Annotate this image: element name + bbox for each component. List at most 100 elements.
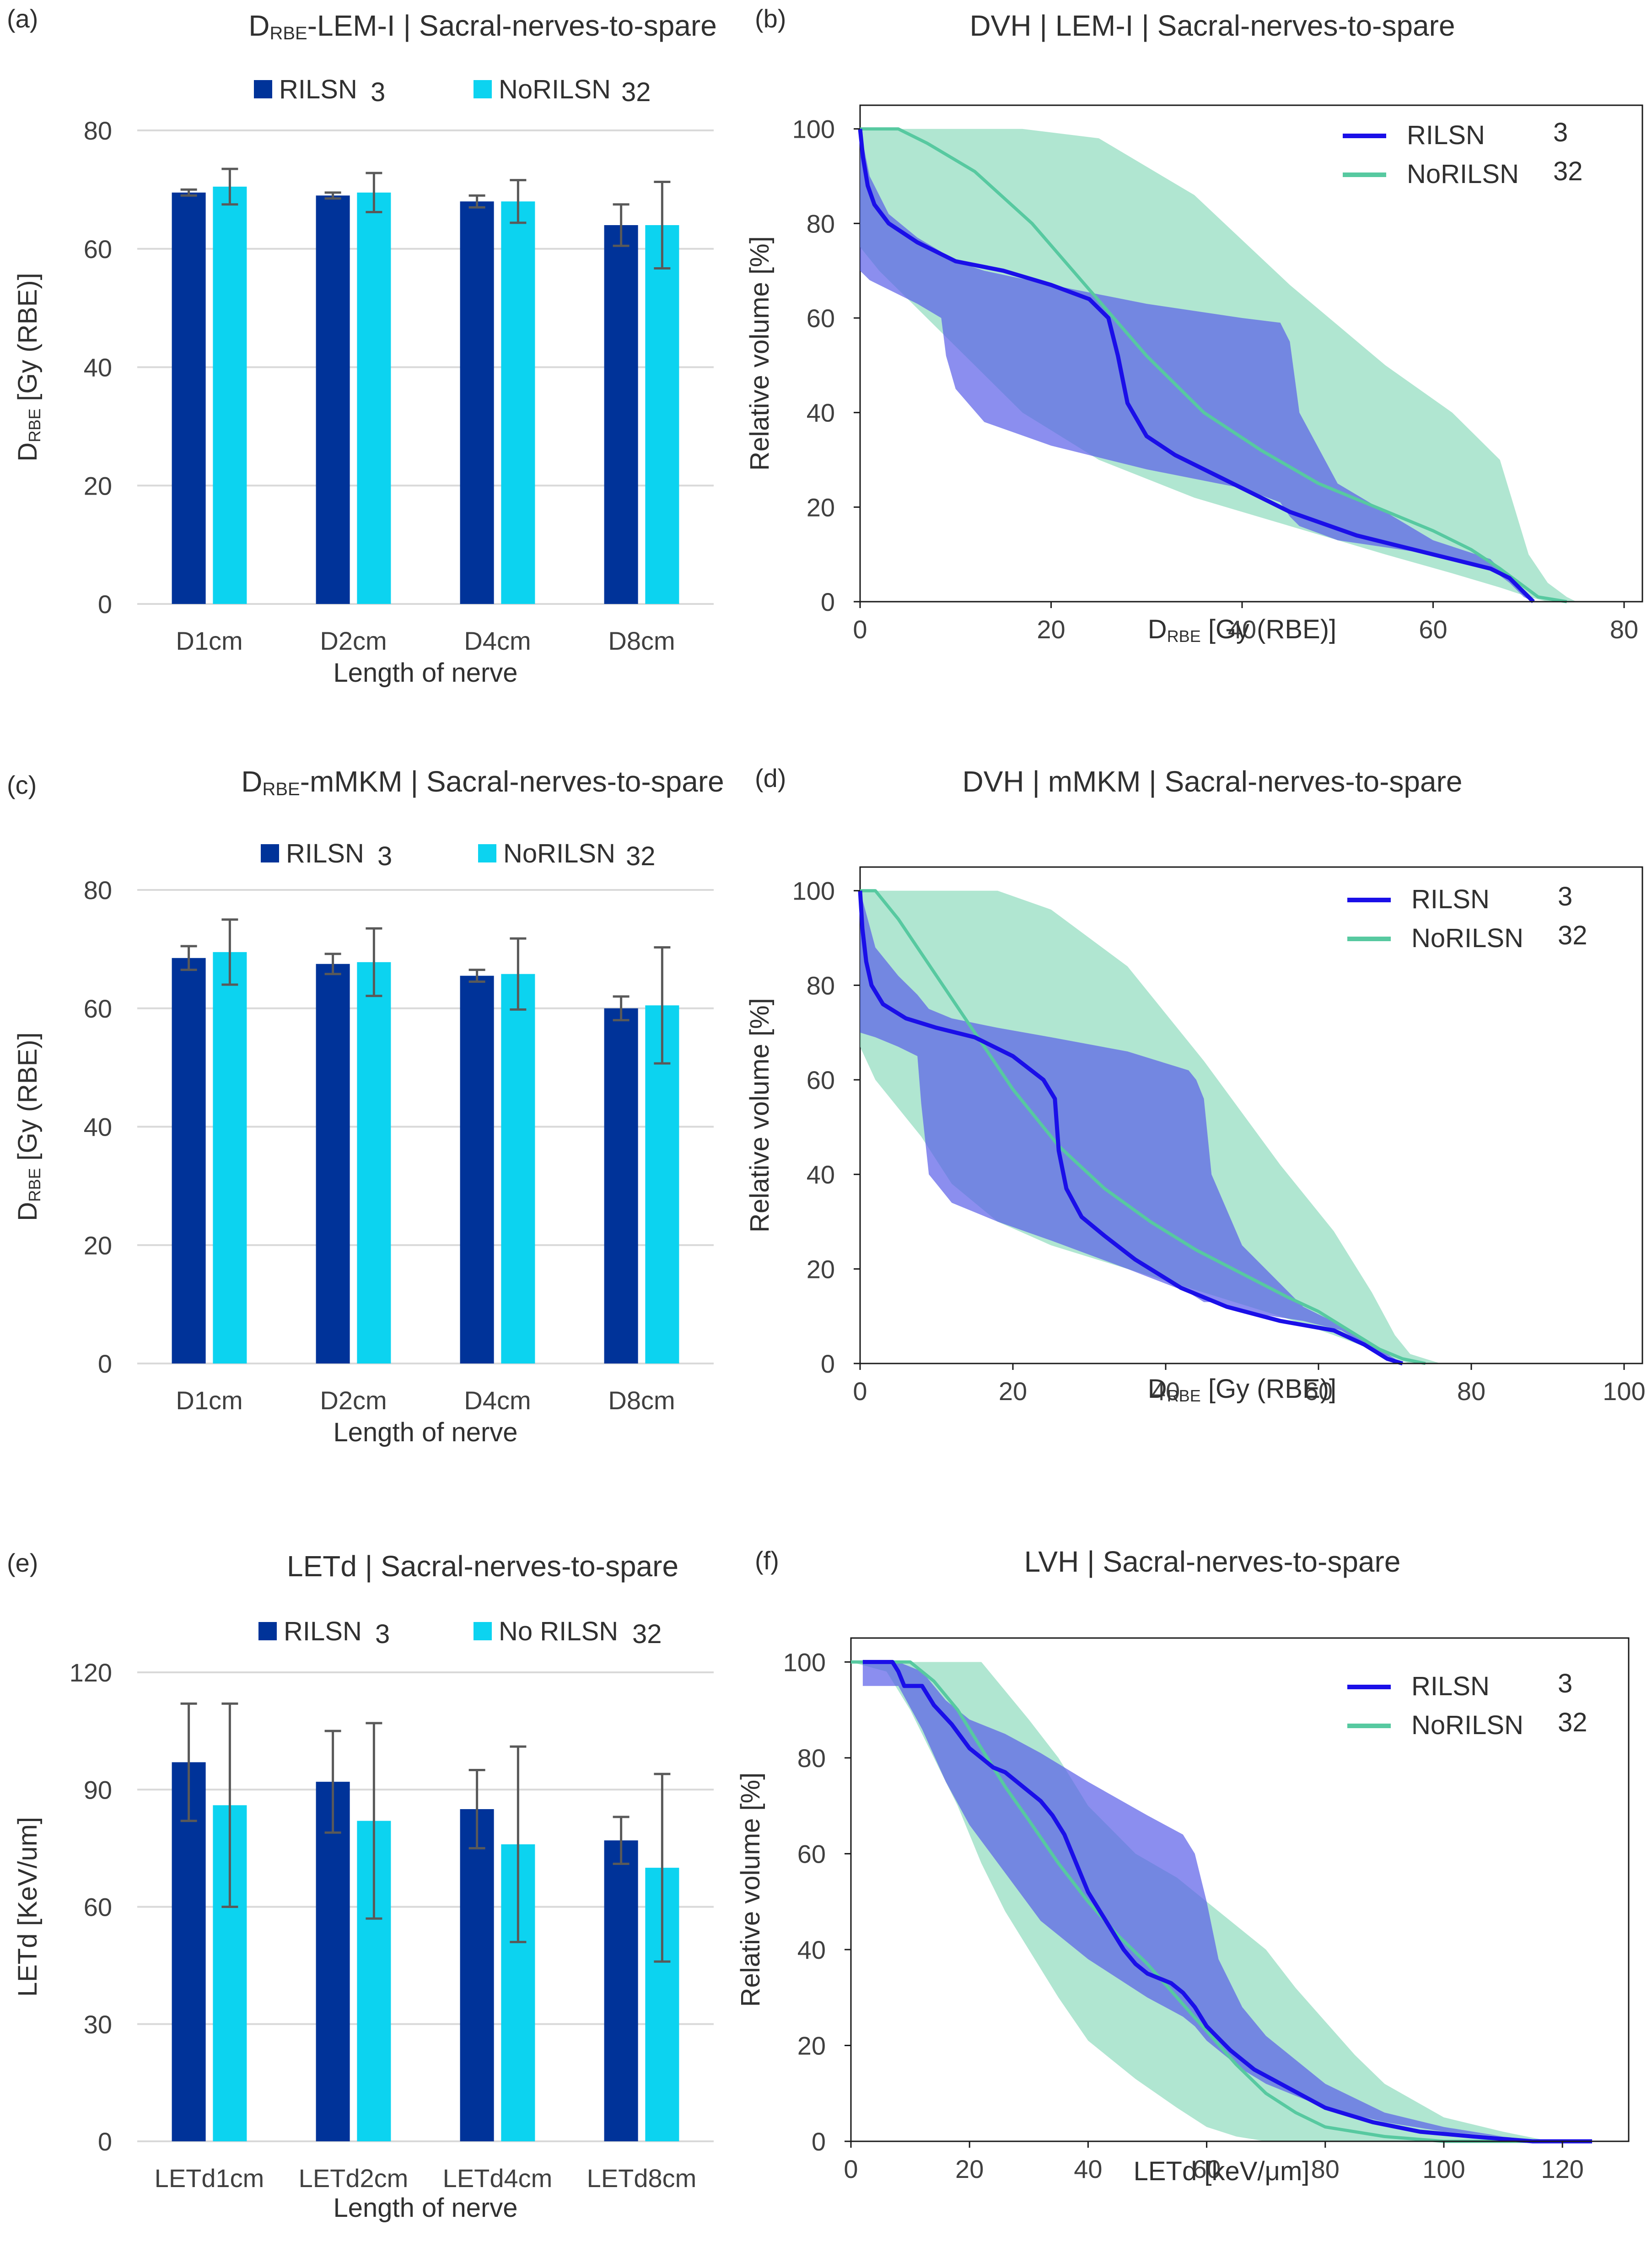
x-axis-label: Length of nerve <box>333 2193 517 2223</box>
x-tick-label: 120 <box>1541 2155 1583 2183</box>
legend-label: RILSN <box>1411 1671 1490 1701</box>
y-tick-label: 120 <box>70 1658 112 1687</box>
legend-count: 3 <box>377 841 392 871</box>
y-tick-label: 0 <box>98 2127 112 2156</box>
y-axis-label: Relative volume [%] <box>745 236 775 471</box>
y-axis-label: Relative volume [%] <box>745 998 775 1233</box>
x-tick-label: 40 <box>1074 2155 1102 2183</box>
x-tick-label: 80 <box>1457 1377 1485 1406</box>
y-tick-label: 20 <box>807 493 835 522</box>
legend-label: NoRILSN <box>1407 159 1519 189</box>
x-tick-label: 20 <box>1037 615 1065 644</box>
legend-swatch <box>478 844 496 862</box>
error-bar <box>366 172 382 214</box>
bar-norilsn-d2cm <box>357 962 391 1363</box>
y-tick-label: 100 <box>792 877 835 905</box>
bar-rilsn-letd1cm <box>172 1762 206 2141</box>
error-bar <box>613 203 630 247</box>
legend-count: 32 <box>626 841 656 871</box>
x-tick-label: 20 <box>955 2155 984 2183</box>
x-tick-label: LETd2cm <box>299 2164 409 2193</box>
bar-rilsn-letd2cm <box>316 1782 350 2141</box>
legend-count: 32 <box>1558 921 1587 950</box>
line-norilsn <box>860 889 1426 1365</box>
y-tick-label: 100 <box>792 115 835 144</box>
x-tick-label: D1cm <box>176 626 242 655</box>
legend-label: RILSN <box>1411 884 1490 914</box>
y-tick-label: 0 <box>812 2127 826 2156</box>
legend: RILSN 3 NoRILSN 32 <box>1343 118 1583 189</box>
error-bar <box>221 918 238 986</box>
y-tick-label: 20 <box>84 1231 112 1260</box>
error-bar <box>468 1769 485 1849</box>
legend-count: 32 <box>632 1619 662 1649</box>
x-tick-label: 80 <box>1610 615 1638 644</box>
legend-count: 3 <box>375 1619 390 1649</box>
y-axis-label: Relative volume [%] <box>736 1773 765 2007</box>
y-tick-label: 90 <box>84 1775 112 1804</box>
legend-count: 32 <box>1558 1708 1587 1737</box>
error-bar <box>221 1702 238 1908</box>
legend-count: 3 <box>1553 118 1568 147</box>
bar-rilsn-d1cm <box>172 958 206 1363</box>
x-axis-label: DRBE [Gy (RBE)] <box>1148 1374 1336 1405</box>
x-tick-label: 60 <box>1192 2155 1221 2183</box>
panel-label: (b) <box>755 4 786 33</box>
bar-norilsn-d4cm <box>501 974 535 1363</box>
error-bar <box>613 995 630 1022</box>
x-tick-label: 0 <box>853 615 867 644</box>
legend-count: 3 <box>371 77 385 107</box>
error-bar <box>613 1816 630 1865</box>
band-rilsn <box>860 129 1534 602</box>
error-bar <box>510 1745 527 1943</box>
error-bar <box>468 969 485 983</box>
chart-title: LVH | Sacral-nerves-to-spare <box>1024 1545 1401 1578</box>
panel-f: (f) LVH | Sacral-nerves-to-spare 0 20 40 60 80… <box>736 1545 1630 2186</box>
y-axis-label: DRBE [Gy (RBE)] <box>13 273 44 461</box>
legend-swatch <box>258 1622 277 1640</box>
panel-e: (e) LETd | Sacral-nerves-to-spare 0 30 60 90 1… <box>7 1548 714 2223</box>
panel-a: (a) DRBE-LEM-I | Sacral-nerves-to-spare 0 2… <box>7 4 717 688</box>
y-axis-label: DRBE [Gy (RBE)] <box>13 1032 44 1221</box>
chart-title: DRBE-LEM-I | Sacral-nerves-to-spare <box>248 9 717 43</box>
x-tick-label: 100 <box>1603 1377 1645 1406</box>
x-axis-label: Length of nerve <box>333 1417 517 1447</box>
error-bar <box>654 181 671 269</box>
y-tick-label: 80 <box>797 1744 826 1773</box>
y-tick-label: 40 <box>797 1935 826 1964</box>
panel-c: (c) DRBE-mMKM | Sacral-nerves-to-spare 0 20… <box>7 765 724 1447</box>
bar-rilsn-d2cm <box>316 195 350 604</box>
legend-count: 32 <box>621 77 651 107</box>
y-tick-label: 40 <box>807 399 835 427</box>
y-tick-label: 60 <box>84 235 112 264</box>
panel-label: (f) <box>755 1546 779 1575</box>
x-tick-label: LETd4cm <box>443 2164 553 2193</box>
chart-title: DRBE-mMKM | Sacral-nerves-to-spare <box>241 765 724 799</box>
panel-b: (b) DVH | LEM-I | Sacral-nerves-to-spare 0… <box>745 4 1643 646</box>
y-tick-label: 0 <box>98 1349 112 1378</box>
x-tick-label: 60 <box>1304 1377 1333 1406</box>
x-tick-label: 100 <box>1422 2155 1465 2183</box>
x-tick-label: D2cm <box>320 626 387 655</box>
y-tick-label: 100 <box>783 1648 826 1676</box>
x-tick-label: D8cm <box>608 1386 675 1415</box>
error-bar <box>654 1773 671 1963</box>
y-tick-label: 40 <box>84 353 112 382</box>
legend-label: RILSN <box>1407 120 1485 150</box>
legend-label: RILSN <box>284 1617 362 1646</box>
bar-norilsn-d8cm <box>645 1005 679 1363</box>
legend-swatch <box>254 80 272 98</box>
band-rilsn <box>860 890 1403 1363</box>
x-tick-label: D8cm <box>608 626 675 655</box>
y-tick-label: 60 <box>797 1839 826 1868</box>
y-tick-label: 60 <box>84 994 112 1023</box>
panel-label: (d) <box>755 764 786 792</box>
bar-rilsn-letd8cm <box>604 1840 638 2141</box>
legend-swatch <box>261 844 279 862</box>
error-bar <box>366 1722 382 1920</box>
legend: RILSN 3 NoRILSN 32 <box>261 839 656 871</box>
x-tick-label: 40 <box>1228 615 1256 644</box>
panel-label: (e) <box>7 1548 38 1577</box>
bar-rilsn-d1cm <box>172 192 206 604</box>
